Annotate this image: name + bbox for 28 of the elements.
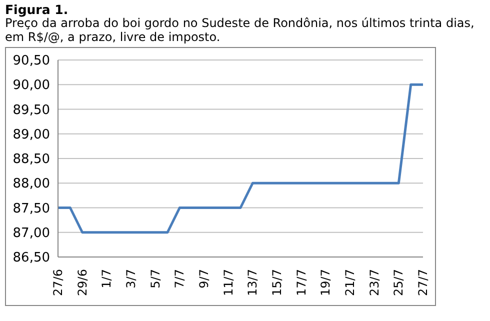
- x-tick-label: 3/7: [124, 269, 138, 288]
- x-tick-label: 1/7: [100, 269, 114, 288]
- x-tick-label: 25/7: [392, 269, 406, 296]
- y-tick-label: 90,50: [12, 54, 50, 69]
- chart-subtitle: Preço da arroba do boi gordo no Sudeste de Rondônia, nos últimos trinta dias, em R$/@, a prazo, livre de imposto.: [5, 16, 476, 44]
- y-tick-label: 89,00: [12, 127, 50, 142]
- y-tick-label: 88,00: [12, 176, 50, 192]
- x-tick-label: 17/7: [294, 269, 308, 296]
- x-tick-label: 27/6: [51, 269, 65, 296]
- x-tick-label: 21/7: [343, 269, 357, 296]
- line-series: [56, 83, 424, 234]
- x-tick-label: 7/7: [172, 269, 187, 288]
- y-tick-label: 90,00: [12, 78, 50, 94]
- x-tick-label: 11/7: [221, 269, 236, 296]
- x-tick-label: 23/7: [367, 269, 382, 296]
- x-tick-label: 27/7: [416, 269, 430, 296]
- y-tick-label: 87,50: [12, 201, 50, 216]
- x-tick-label: 13/7: [246, 269, 260, 296]
- chart-title: Figura 1.: [5, 2, 68, 17]
- x-tick-label: 29/6: [75, 269, 90, 296]
- y-tick-label: 86,50: [12, 250, 50, 266]
- y-tick-label: 87,00: [12, 226, 50, 241]
- x-tick-label: 5/7: [148, 269, 162, 288]
- x-tick-label: 19/7: [318, 269, 333, 296]
- x-tick-label: 9/7: [197, 269, 211, 288]
- y-tick-label: 88,50: [12, 152, 50, 168]
- y-tick-label: 89,50: [12, 102, 50, 118]
- x-tick-label: 15/7: [270, 269, 284, 296]
